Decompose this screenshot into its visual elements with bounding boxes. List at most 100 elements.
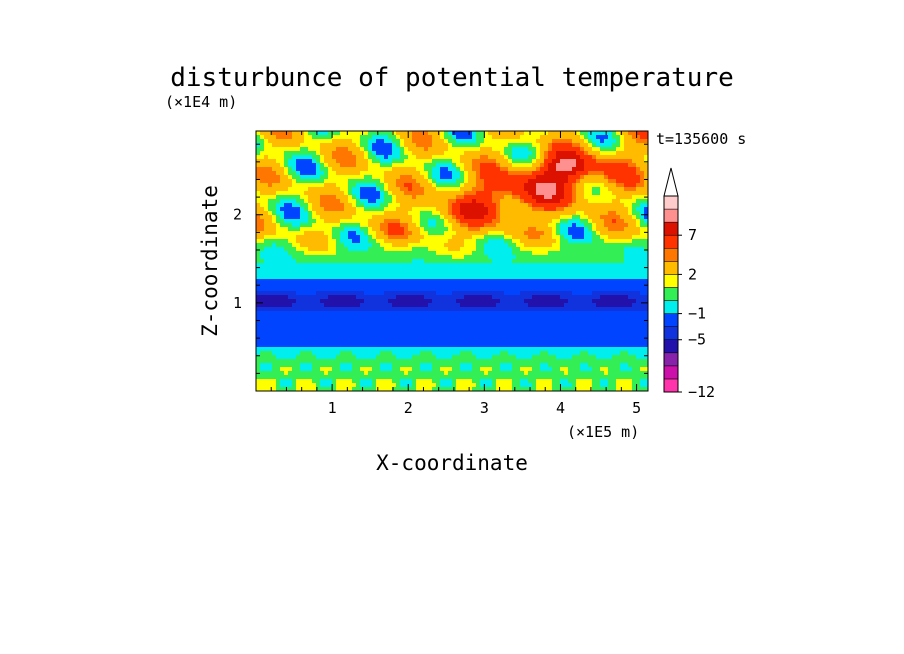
field-cell <box>484 159 489 164</box>
field-cell <box>576 135 581 140</box>
field-cell <box>440 175 445 180</box>
field-cell <box>608 291 613 296</box>
field-cell <box>540 231 545 236</box>
field-cell <box>364 223 369 228</box>
field-cell <box>452 163 457 168</box>
field-cell <box>496 291 501 296</box>
field-cell <box>480 259 485 264</box>
field-cell <box>504 155 509 160</box>
field-cell <box>352 227 357 232</box>
field-cell <box>536 183 541 188</box>
field-cell <box>496 199 501 204</box>
field-cell <box>464 207 469 212</box>
field-cell <box>264 307 269 312</box>
field-cell <box>408 287 413 292</box>
field-cell <box>256 155 261 160</box>
field-cell <box>600 279 605 284</box>
field-cell <box>528 199 533 204</box>
field-cell <box>444 163 449 168</box>
field-cell <box>420 315 425 320</box>
field-cell <box>564 151 569 156</box>
field-cell <box>504 267 509 272</box>
field-cell <box>396 219 401 224</box>
field-cell <box>644 187 648 192</box>
field-cell <box>436 323 441 328</box>
field-cell <box>376 191 381 196</box>
field-cell <box>480 135 485 140</box>
field-cell <box>584 307 589 312</box>
field-cell <box>420 155 425 160</box>
field-cell <box>344 215 349 220</box>
field-cell <box>424 215 429 220</box>
field-cell <box>552 175 557 180</box>
field-cell <box>288 255 293 260</box>
field-cell <box>396 195 401 200</box>
field-cell <box>292 323 297 328</box>
field-cell <box>256 211 261 216</box>
field-cell <box>592 255 597 260</box>
field-cell <box>440 143 445 148</box>
field-cell <box>512 323 517 328</box>
field-cell <box>412 187 417 192</box>
field-cell <box>596 207 601 212</box>
field-cell <box>444 275 449 280</box>
field-cell <box>288 263 293 268</box>
field-cell <box>636 243 641 248</box>
field-cell <box>460 311 465 316</box>
field-cell <box>576 191 581 196</box>
field-cell <box>644 311 648 316</box>
field-cell <box>624 267 629 272</box>
field-cell <box>356 311 361 316</box>
field-cell <box>260 235 265 240</box>
field-cell <box>428 303 433 308</box>
field-cell <box>284 235 289 240</box>
field-cell <box>456 247 461 252</box>
field-cell <box>280 311 285 316</box>
field-cell <box>464 179 469 184</box>
field-cell <box>352 311 357 316</box>
field-cell <box>420 163 425 168</box>
field-cell <box>384 147 389 152</box>
field-cell <box>332 195 337 200</box>
field-cell <box>372 135 377 140</box>
field-cell <box>324 135 329 140</box>
field-cell <box>352 159 357 164</box>
field-cell <box>620 275 625 280</box>
field-cell <box>444 207 449 212</box>
field-cell <box>276 167 281 172</box>
field-cell <box>364 307 369 312</box>
field-cell <box>336 311 341 316</box>
field-cell <box>408 267 413 272</box>
field-cell <box>480 287 485 292</box>
field-cell <box>352 131 357 136</box>
field-cell <box>576 223 581 228</box>
field-cell <box>256 323 261 328</box>
field-cell <box>316 267 321 272</box>
field-cell <box>464 175 469 180</box>
field-cell <box>636 323 641 328</box>
field-cell <box>328 299 333 304</box>
field-cell <box>580 283 585 288</box>
field-cell <box>256 243 261 248</box>
field-cell <box>568 227 573 232</box>
field-cell <box>436 147 441 152</box>
field-cell <box>508 239 513 244</box>
field-cell <box>344 323 349 328</box>
field-cell <box>360 279 365 284</box>
field-cell <box>496 331 501 336</box>
field-cell <box>348 195 353 200</box>
field-cell <box>412 203 417 208</box>
field-cell <box>532 287 537 292</box>
field-cell <box>588 139 593 144</box>
field-cell <box>428 175 433 180</box>
field-cell <box>516 215 521 220</box>
field-cell <box>632 199 637 204</box>
field-cell <box>476 291 481 296</box>
field-cell <box>524 287 529 292</box>
field-cell <box>364 295 369 300</box>
field-cell <box>304 331 309 336</box>
field-cell <box>284 207 289 212</box>
field-cell <box>328 211 333 216</box>
field-cell <box>488 331 493 336</box>
field-cell <box>384 267 389 272</box>
